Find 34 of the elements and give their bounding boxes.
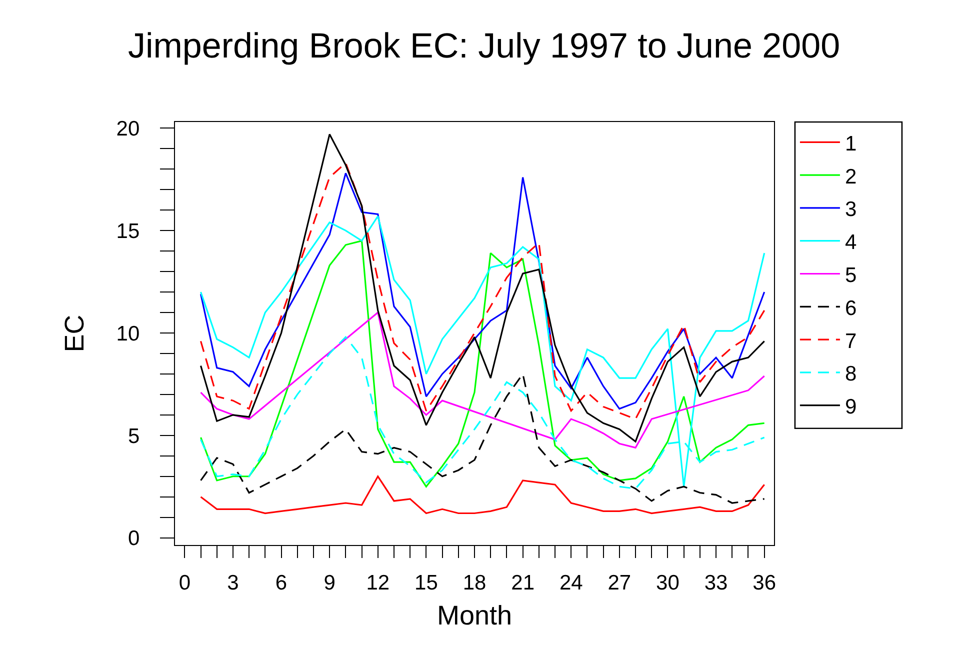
y-tick-label: 10	[116, 322, 140, 346]
y-tick-label: 5	[128, 424, 140, 448]
legend-label: 8	[844, 362, 857, 386]
y-tick-label: 15	[116, 220, 140, 243]
y-tick-label: 20	[116, 118, 140, 140]
x-tick-label: 30	[656, 571, 680, 594]
legend-label: 6	[844, 296, 857, 320]
legend-label: 4	[844, 231, 857, 254]
x-tick-label: 6	[275, 571, 288, 594]
legend-label: 2	[844, 165, 857, 188]
x-tick-label: 3	[227, 571, 239, 594]
x-tick-label: 15	[414, 571, 438, 594]
x-tick-label: 9	[324, 571, 336, 594]
line-series	[200, 373, 766, 504]
x-tick-label: 36	[752, 571, 776, 594]
legend-label: 1	[844, 132, 857, 156]
x-tick-label: 0	[178, 571, 191, 594]
x-tick-label: 21	[511, 571, 534, 594]
y-tick-label: 0	[128, 527, 140, 550]
chart-title: Jimperding Brook EC: July 1997 to June 2000	[128, 26, 840, 66]
line-series	[200, 133, 766, 442]
x-axis-title: Month	[436, 600, 512, 631]
x-tick-label: 33	[704, 571, 728, 594]
legend-label: 3	[844, 198, 857, 222]
y-axis-title: EC	[59, 314, 90, 352]
x-tick-label: 24	[559, 571, 584, 594]
x-tick-label: 27	[608, 571, 632, 594]
legend-label: 7	[844, 330, 857, 353]
line-series	[200, 312, 766, 448]
legend-label: 9	[844, 396, 857, 419]
x-tick-label: 18	[462, 571, 486, 594]
line-series	[200, 476, 766, 514]
x-tick-label: 12	[366, 571, 390, 594]
legend-label: 5	[844, 264, 857, 287]
